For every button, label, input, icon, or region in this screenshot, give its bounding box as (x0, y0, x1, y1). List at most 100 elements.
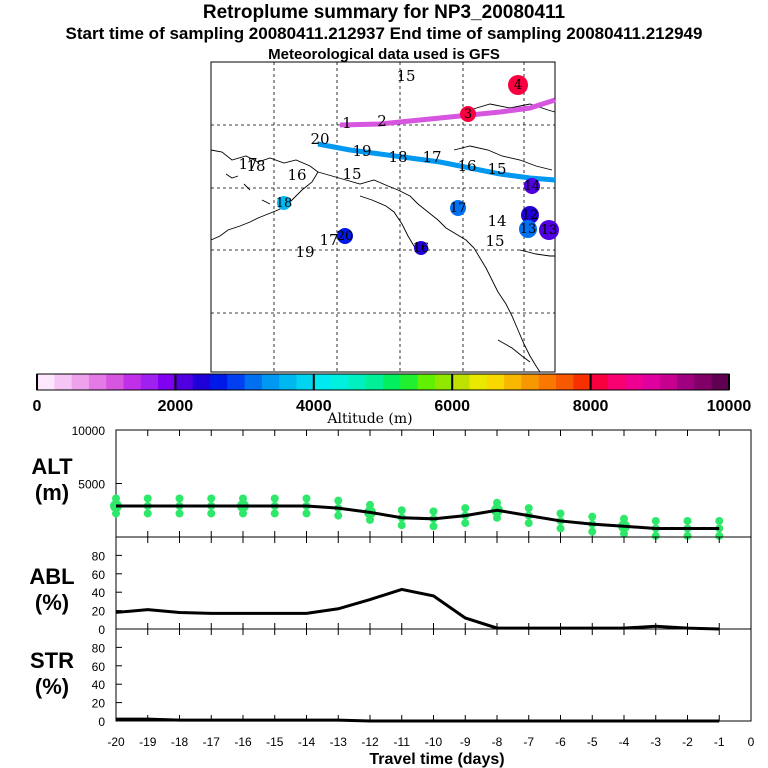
colorbar-swatch (227, 374, 246, 390)
colorbar-swatch (365, 374, 384, 390)
trajectory-day-label: 20 (337, 229, 354, 244)
x-tick-label: -6 (555, 735, 566, 749)
alt-plume-point (302, 494, 311, 503)
colorbar-swatch (469, 374, 488, 390)
trajectory-day-label: 14 (524, 179, 541, 194)
colorbar-swatch (158, 374, 176, 390)
x-tick-label: -11 (394, 735, 411, 749)
x-tick-label: 0 (748, 735, 755, 749)
x-tick-label: -14 (298, 735, 316, 749)
alt-plume-point (461, 504, 470, 513)
colorbar-swatch (210, 374, 228, 390)
alt-plume-point (143, 509, 152, 518)
colorbar-swatch (538, 374, 557, 390)
colorbar-tick-label: 8000 (573, 398, 609, 415)
colorbar-swatch (331, 374, 349, 390)
alt-plume-point (683, 516, 692, 525)
colorbar-swatch (123, 374, 142, 390)
colorbar-swatch (452, 374, 470, 390)
met-data-line: Meteorological data used is GFS (268, 46, 500, 63)
trajectory-day-label: 18 (388, 148, 407, 166)
plume-marker (277, 196, 291, 210)
trajectory-day-label: 16 (287, 166, 306, 184)
str-panel-label: STR (30, 648, 74, 673)
trajectory-day-label: 15 (487, 160, 506, 178)
trajectory-day-label: 14 (487, 212, 506, 230)
plume-marker (519, 220, 537, 238)
plume-marker (524, 178, 540, 194)
colorbar-tick-label: 10000 (707, 398, 752, 415)
alt-plume-point (683, 531, 692, 540)
trajectory-day-label: 16 (457, 157, 476, 175)
str-y-tick-label: 60 (92, 660, 106, 674)
alt-plume-point (715, 531, 724, 540)
alt-series-line (116, 504, 720, 530)
x-tick-label: -1 (714, 735, 725, 749)
alt-plume-point (175, 494, 184, 503)
alt-plume-point (620, 514, 628, 523)
str-y-tick-label: 40 (92, 678, 106, 692)
colorbar-swatch (642, 374, 661, 390)
alt-plume-point (556, 524, 565, 533)
x-axis-label: Travel time (days) (369, 751, 504, 768)
trajectory-day-label: 17 (238, 155, 257, 173)
alt-plume-point (429, 522, 438, 531)
alt-plume-point (397, 521, 406, 530)
trajectory-day-label: 15 (485, 232, 504, 250)
map-gridlines (211, 62, 555, 372)
figure-title: Retroplume summary for NP3_20080411 (202, 2, 566, 23)
colorbar-swatch (659, 374, 678, 390)
coastline (210, 103, 556, 373)
colorbar-swatch (711, 374, 730, 390)
plume-marker (539, 220, 559, 240)
alt-plume-point (270, 494, 279, 503)
plume-marker (450, 200, 466, 216)
trajectory-day-label: 13 (520, 222, 537, 237)
x-tick-label: -10 (425, 735, 443, 749)
trajectory-day-label: 2 (377, 112, 387, 130)
x-tick-label: -18 (171, 735, 189, 749)
alt-plume-point (651, 531, 660, 540)
alt-plume-point (207, 509, 216, 518)
alt-plume-point (239, 494, 247, 503)
colorbar-swatch (486, 374, 505, 390)
alt-plume-point (143, 494, 152, 503)
str-series-line (116, 717, 720, 723)
colorbar-tick-label: 0 (33, 398, 42, 415)
alt-plume-point (715, 516, 724, 525)
x-tick-label: -20 (107, 735, 125, 749)
colorbar-swatch (88, 374, 107, 390)
colorbar-swatch (677, 374, 695, 390)
alt-y-tick-label: 10000 (72, 424, 106, 438)
x-tick-label: -15 (266, 735, 284, 749)
alt-plume-point (524, 519, 533, 528)
trajectory-day-label: 12 (522, 208, 539, 223)
trajectory-day-label: 4 (514, 78, 522, 93)
alt-plume-point (493, 498, 501, 507)
colorbar-swatch (417, 374, 436, 390)
x-tick-label: -17 (203, 735, 221, 749)
str-y-tick-label: 0 (98, 715, 105, 729)
trajectory-day-label: 17 (319, 231, 338, 249)
trajectory-main (317, 141, 556, 183)
str-panel-units: (%) (35, 674, 69, 699)
colorbar-swatch (694, 374, 713, 390)
plume-marker (508, 75, 528, 95)
colorbar-tick-label: 2000 (158, 398, 194, 415)
alt-plume-point (112, 494, 120, 503)
x-tick-label: -19 (139, 735, 157, 749)
colorbar-swatch (348, 374, 367, 390)
colorbar-tick-label: 6000 (434, 398, 470, 415)
x-tick-label: -13 (330, 735, 348, 749)
alt-panel-units: (m) (35, 480, 69, 505)
alt-plume-point (270, 509, 279, 518)
alt-plume-point (588, 527, 597, 536)
x-tick-label: -7 (523, 735, 534, 749)
alt-plume-point (302, 509, 311, 518)
x-tick-label: -8 (492, 735, 503, 749)
abl-y-tick-label: 60 (92, 568, 106, 582)
str-y-tick-label: 20 (92, 697, 106, 711)
alt-plume-point (461, 519, 470, 528)
